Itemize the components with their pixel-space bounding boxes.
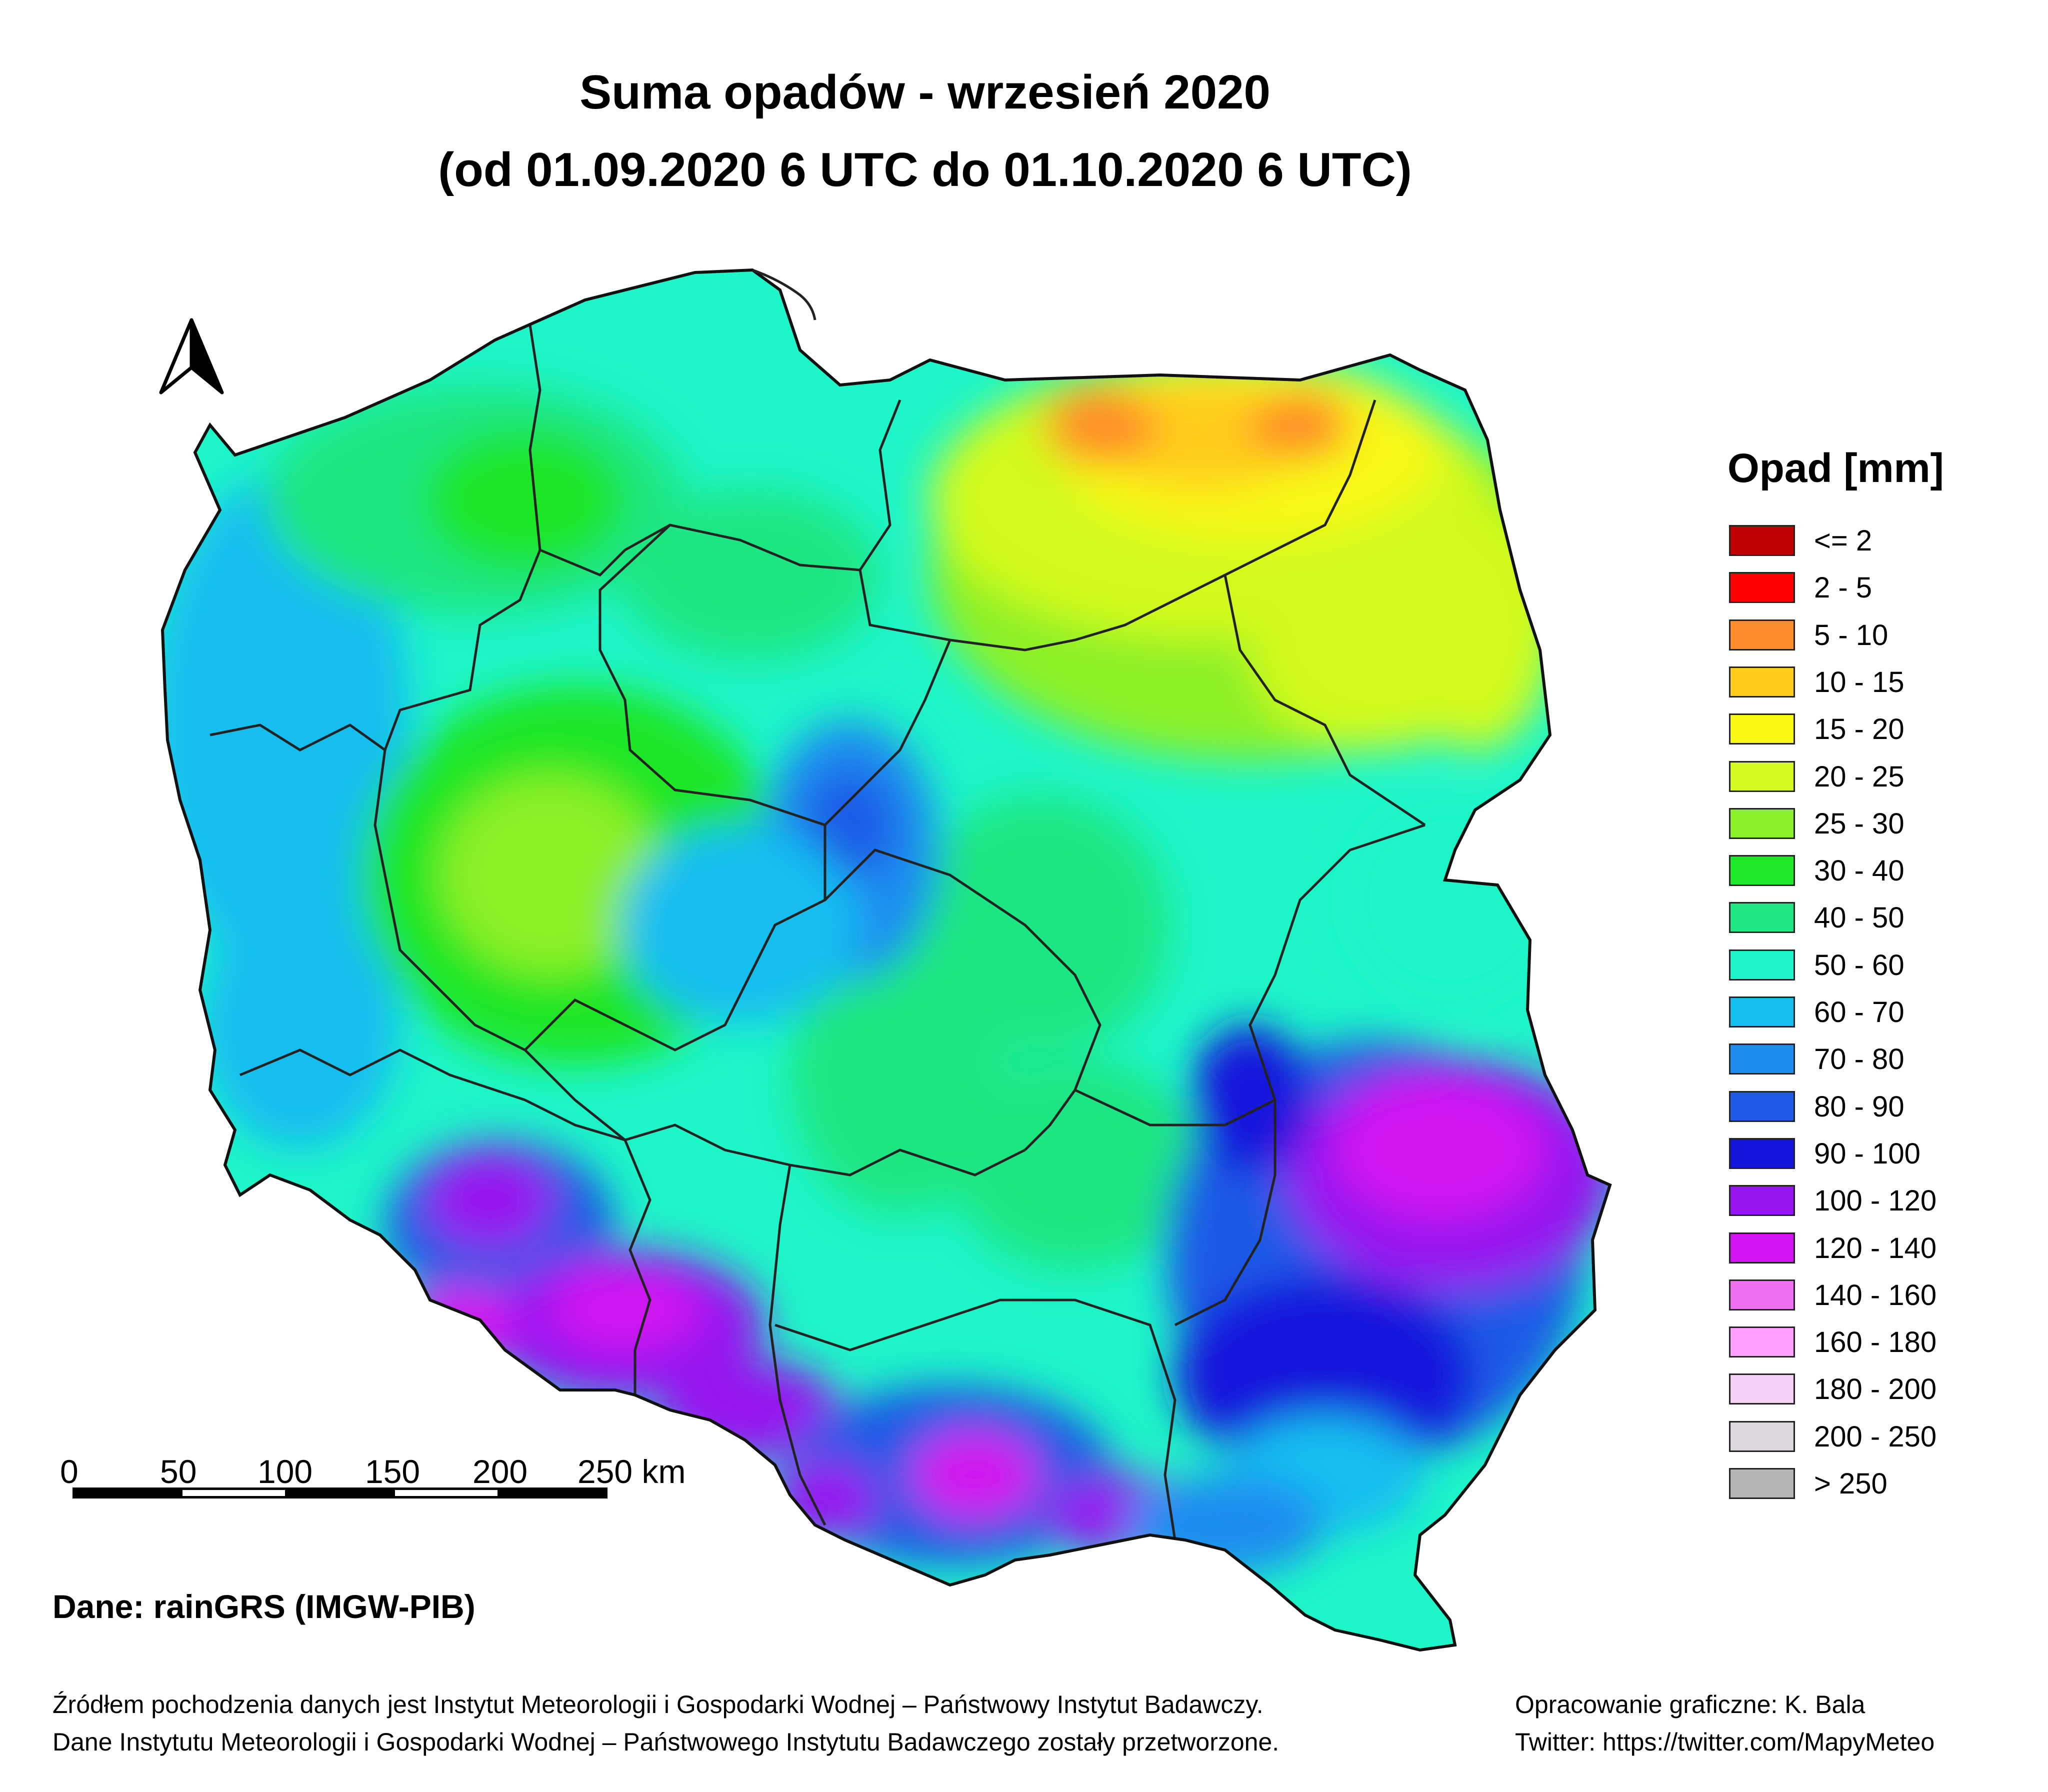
scale-label-0: 0 [60,1453,78,1490]
legend-label: 120 - 140 [1814,1232,1937,1264]
legend-swatch [1729,572,1795,604]
legend-swatch [1729,855,1795,886]
hel-peninsula [752,268,816,320]
legend-swatch [1729,1090,1795,1122]
region-boundaries [210,324,1426,1540]
legend-swatch [1729,1232,1795,1264]
scale-label-100: 100 [258,1453,313,1490]
footer-credit-line-2: Dane Instytutu Meteorologii i Gospodarki… [52,1728,1280,1756]
map-title: Suma opadów - wrzesień 2020 [580,66,1270,119]
legend-swatch [1729,1044,1795,1075]
legend-swatch [1729,666,1795,698]
scale-label-150: 150 [365,1453,420,1490]
legend-label: 25 - 30 [1814,807,1904,840]
legend-label: 40 - 50 [1814,902,1904,934]
map-subtitle: (od 01.09.2020 6 UTC do 01.10.2020 6 UTC… [438,143,1412,196]
legend-label: 30 - 40 [1814,854,1904,888]
legend-label: 160 - 180 [1814,1326,1937,1359]
scale-label-50: 50 [160,1453,197,1490]
poland-outline [160,268,1612,1652]
footer-author: Opracowanie graficzne: K. Bala [1515,1690,1866,1718]
legend-label: 70 - 80 [1814,1043,1904,1076]
legend-swatch [1729,1279,1795,1310]
legend-swatch [1729,949,1795,980]
north-arrow-icon [159,318,224,394]
legend-label: 140 - 160 [1814,1278,1937,1312]
legend-label: 60 - 70 [1814,996,1904,1028]
legend-swatch [1729,1420,1795,1452]
footer-twitter: Twitter: https://twitter.com/MapyMeteo [1515,1728,1935,1756]
precipitation-field [162,270,1610,1650]
legend-label: 90 - 100 [1814,1137,1920,1170]
legend-swatch [1729,525,1795,556]
legend-label: 180 - 200 [1814,1373,1937,1406]
legend-swatch [1729,1468,1795,1499]
legend-label: 100 - 120 [1814,1184,1937,1218]
legend-label: 15 - 20 [1814,713,1904,746]
legend-swatch [1729,1185,1795,1216]
legend-label: 200 - 250 [1814,1420,1937,1453]
legend-label: 20 - 25 [1814,760,1904,793]
legend-swatch [1729,714,1795,745]
legend-label: 2 - 5 [1814,572,1872,604]
legend-label: 50 - 60 [1814,948,1904,982]
scale-bar [72,1488,608,1498]
legend-swatch [1729,1138,1795,1169]
legend-label: <= 2 [1814,524,1872,557]
legend-swatch [1729,1374,1795,1405]
legend-label: 5 - 10 [1814,618,1888,652]
legend-label: 80 - 90 [1814,1090,1904,1123]
footer-credit-line-1: Źródłem pochodzenia danych jest Instytut… [52,1690,1264,1718]
legend-swatch [1729,902,1795,934]
legend-swatch [1729,996,1795,1028]
legend-swatch [1729,619,1795,650]
legend-swatch [1729,808,1795,839]
legend-label: 10 - 15 [1814,666,1904,698]
legend-swatch [1729,760,1795,792]
legend-title: Opad [mm] [1728,446,1944,491]
legend-label: > 250 [1814,1468,1888,1500]
scale-label-200: 200 [472,1453,528,1490]
scale-label-250: 250 km [578,1453,686,1490]
legend-swatch [1729,1326,1795,1358]
data-source: Dane: rainGRS (IMGW-PIB) [52,1588,476,1625]
